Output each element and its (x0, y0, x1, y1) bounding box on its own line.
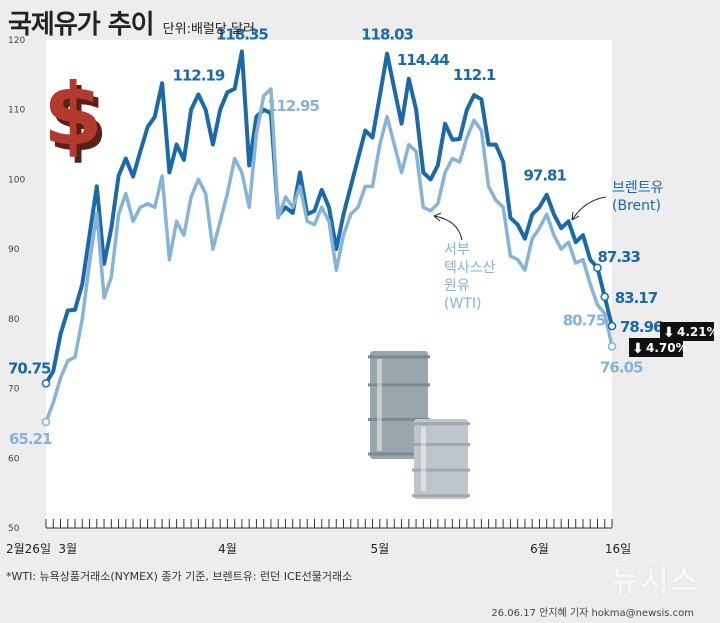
y-tick-label: 90 (8, 245, 20, 255)
wti-legend-pointer (433, 215, 463, 241)
brent-legend-label: 브렌트유 (612, 180, 664, 196)
value-label: 118.35 (216, 26, 268, 44)
newsis-logo: 뉴시스 (611, 564, 700, 599)
brent-legend-label: (Brent) (612, 198, 661, 214)
value-label: 83.17 (615, 289, 658, 307)
value-label: 112.95 (267, 97, 319, 115)
brent-line (44, 49, 614, 386)
wti-line (44, 87, 614, 424)
value-label: 97.81 (523, 167, 566, 185)
barrel-highlight (421, 427, 426, 491)
barrel-ring (412, 443, 470, 446)
change-badge (629, 338, 683, 357)
x-tick-label: 2월26일 (6, 542, 51, 556)
x-tick-label: 3월 (58, 542, 77, 556)
data-point (41, 379, 51, 388)
data-point (607, 342, 617, 351)
value-label: 65.21 (9, 430, 52, 448)
oil-barrel-icon (370, 351, 428, 459)
oil-barrel-icon (414, 419, 468, 499)
y-tick-label: 120 (8, 36, 25, 46)
x-tick-label: 5월 (370, 542, 389, 556)
brent-legend-pointer (571, 196, 607, 221)
barrel-ring (368, 417, 430, 421)
x-tick-label: 4월 (218, 542, 237, 556)
arrow-head-icon (571, 211, 580, 221)
dollar-sign-icon: $ (48, 71, 108, 171)
value-label: 118.03 (361, 26, 413, 44)
y-tick-label: 70 (8, 385, 20, 395)
change-badge-label: 4.70% (646, 341, 688, 355)
wti-legend-label: 텍사스산 (444, 260, 496, 276)
plot-area (46, 40, 612, 528)
y-tick-label: 110 (8, 106, 25, 116)
barrel-ring (368, 452, 430, 456)
x-tick-label: 6월 (530, 542, 549, 556)
y-tick-label: 80 (8, 315, 20, 325)
data-point (607, 321, 617, 331)
value-label: 112.1 (453, 66, 496, 84)
value-label: 76.05 (600, 358, 643, 376)
data-point (593, 263, 602, 273)
barrel-ring (412, 494, 470, 498)
y-tick-label: 60 (8, 454, 20, 464)
credit-line: 26.06.17 안지혜 기자 hokma@newsis.com (491, 608, 694, 619)
title-block: 국제유가 추이 단위:배럴당 달러 (8, 4, 255, 41)
x-tick-label: 16일 (605, 542, 631, 556)
chart-unit: 단위:배럴당 달러 (162, 22, 255, 37)
dollar-sign-icon-front: $ (43, 65, 103, 165)
value-label: 112.19 (172, 66, 224, 84)
barrel-ring (368, 355, 430, 359)
footnote: *WTI: 뉴욕상품거래소(NYMEX) 종가 기준, 브렌트유: 런던 ICE… (6, 570, 353, 583)
data-point (41, 417, 51, 427)
value-label: 70.75 (8, 359, 51, 377)
value-label: 78.96 (620, 318, 663, 336)
wti-legend-label: 원유 (444, 278, 470, 294)
barrel-highlight (377, 359, 382, 451)
y-tick-label: 100 (8, 175, 25, 185)
barrel-ring (412, 422, 470, 426)
down-arrow-icon: ⬇ (632, 341, 644, 357)
barrel-ring (412, 468, 470, 472)
change-badge (660, 322, 714, 341)
value-label: 87.33 (597, 248, 640, 266)
arrow-head-icon (433, 212, 442, 222)
change-badge-label: 4.21% (677, 325, 719, 339)
barrel-ring (368, 383, 430, 387)
value-label: 80.75 (563, 312, 606, 330)
chart-title: 국제유가 추이 (8, 10, 155, 40)
wti-legend-label: 서부 (444, 242, 470, 258)
y-tick-label: 50 (8, 524, 20, 534)
value-label: 114.44 (397, 51, 449, 69)
down-arrow-icon: ⬇ (663, 325, 675, 341)
data-point (600, 292, 609, 302)
wti-legend-label: (WTI) (444, 296, 481, 312)
